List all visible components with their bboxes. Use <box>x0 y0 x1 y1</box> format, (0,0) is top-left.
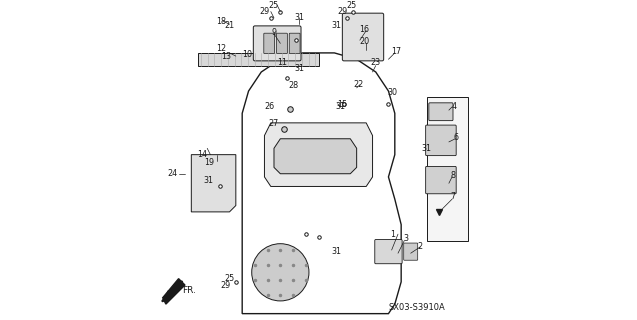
Text: 24: 24 <box>167 169 177 178</box>
Text: 29: 29 <box>259 7 269 16</box>
Text: 11: 11 <box>277 58 287 67</box>
Text: 7: 7 <box>451 192 456 201</box>
Text: 8: 8 <box>451 171 456 180</box>
Text: 31: 31 <box>422 144 432 153</box>
Text: 31: 31 <box>204 176 214 185</box>
FancyBboxPatch shape <box>264 33 275 53</box>
Text: 2: 2 <box>418 242 423 252</box>
Text: 25: 25 <box>269 1 279 10</box>
Text: 4: 4 <box>451 102 456 111</box>
Text: 20: 20 <box>359 37 369 46</box>
FancyBboxPatch shape <box>375 240 402 264</box>
Text: 31: 31 <box>336 102 346 111</box>
Text: 28: 28 <box>288 81 298 90</box>
Text: 31: 31 <box>331 247 341 256</box>
Text: 25: 25 <box>224 274 234 283</box>
Text: 14: 14 <box>197 150 208 159</box>
Text: 9: 9 <box>271 28 276 37</box>
Text: 19: 19 <box>204 158 214 167</box>
Polygon shape <box>274 139 357 174</box>
Polygon shape <box>264 123 373 187</box>
Polygon shape <box>197 53 318 66</box>
Circle shape <box>252 244 309 301</box>
FancyBboxPatch shape <box>254 26 301 61</box>
FancyBboxPatch shape <box>289 33 300 53</box>
Polygon shape <box>191 155 236 212</box>
Text: 31: 31 <box>294 13 304 22</box>
Text: 30: 30 <box>387 88 397 97</box>
Text: 25: 25 <box>347 1 357 10</box>
FancyBboxPatch shape <box>429 103 453 121</box>
Text: 31: 31 <box>331 21 341 30</box>
FancyBboxPatch shape <box>342 13 383 61</box>
Text: 22: 22 <box>353 80 363 89</box>
Text: 10: 10 <box>242 50 252 59</box>
Text: 6: 6 <box>454 133 459 142</box>
Text: 13: 13 <box>221 52 231 60</box>
Text: FR.: FR. <box>182 285 196 295</box>
FancyBboxPatch shape <box>427 97 468 241</box>
Text: 27: 27 <box>269 119 279 128</box>
FancyBboxPatch shape <box>404 243 418 260</box>
Text: 23: 23 <box>371 58 381 67</box>
Text: 12: 12 <box>217 44 227 53</box>
Text: 18: 18 <box>217 17 227 26</box>
FancyBboxPatch shape <box>426 166 456 194</box>
Text: 31: 31 <box>294 64 304 73</box>
Text: 17: 17 <box>391 47 401 56</box>
FancyBboxPatch shape <box>276 33 287 53</box>
Text: 21: 21 <box>224 21 234 30</box>
Text: 29: 29 <box>338 7 348 16</box>
Text: 16: 16 <box>360 25 369 34</box>
FancyBboxPatch shape <box>426 125 456 156</box>
Text: 15: 15 <box>337 100 347 109</box>
Text: SX03-S3910A: SX03-S3910A <box>389 303 445 312</box>
Polygon shape <box>162 279 185 304</box>
Text: 1: 1 <box>390 230 396 239</box>
Text: 3: 3 <box>403 235 408 244</box>
Text: 26: 26 <box>264 102 275 111</box>
Text: 29: 29 <box>220 281 231 290</box>
